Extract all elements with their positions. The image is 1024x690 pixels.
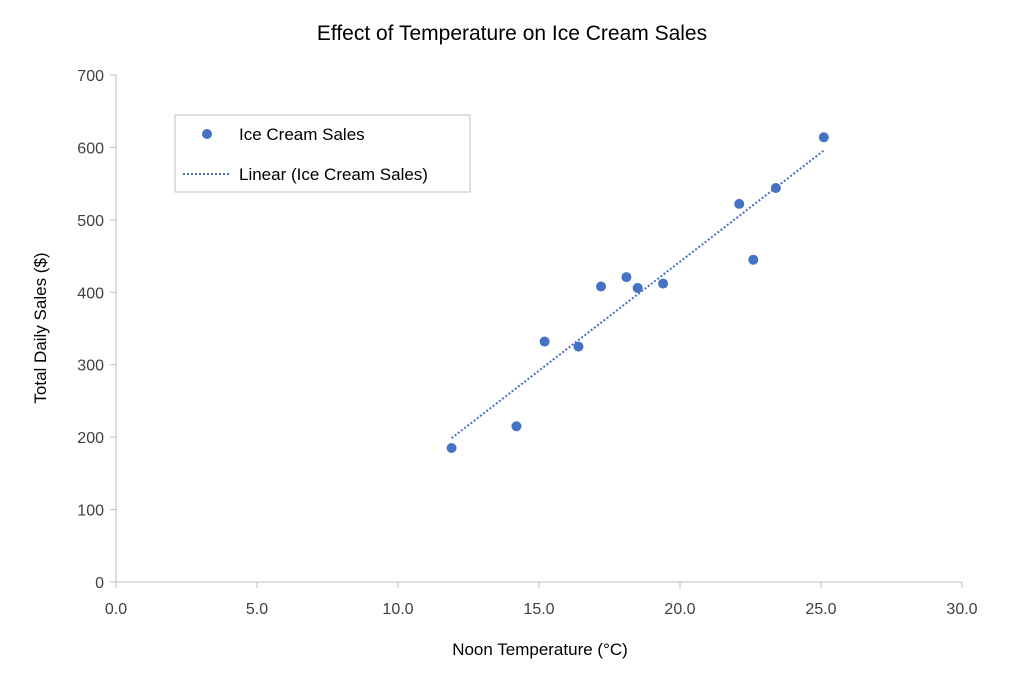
x-tick-label: 0.0 — [105, 601, 127, 618]
legend: Ice Cream Sales Linear (Ice Cream Sales) — [174, 114, 471, 193]
x-tick-label: 15.0 — [523, 601, 554, 618]
x-tick-label: 25.0 — [805, 601, 836, 618]
data-point — [539, 336, 550, 347]
data-point — [748, 254, 759, 265]
data-point — [621, 272, 632, 283]
y-tick-label: 200 — [77, 430, 104, 447]
x-tick-label: 10.0 — [382, 601, 413, 618]
y-tick-label: 400 — [77, 285, 104, 302]
data-point — [596, 281, 607, 292]
legend-label-trendline: Linear (Ice Cream Sales) — [239, 165, 428, 184]
y-axis-label: Total Daily Sales ($) — [31, 252, 50, 403]
legend-marker-ice-cream-sales — [202, 129, 212, 139]
y-tick-label: 100 — [77, 503, 104, 520]
x-tick-label: 30.0 — [946, 601, 977, 618]
data-point — [770, 182, 781, 193]
y-tick-label: 500 — [77, 213, 104, 230]
data-point — [446, 443, 457, 454]
trendline — [450, 149, 825, 439]
legend-box — [174, 114, 471, 193]
data-point — [573, 341, 584, 352]
y-tick-label: 700 — [77, 68, 104, 85]
y-tick-label: 0 — [95, 575, 104, 592]
y-tick-label: 300 — [77, 358, 104, 375]
data-point — [818, 132, 829, 143]
data-point — [658, 278, 669, 289]
data-point — [632, 282, 643, 293]
legend-label-ice-cream-sales: Ice Cream Sales — [239, 125, 365, 144]
chart-title: Effect of Temperature on Ice Cream Sales — [317, 22, 707, 45]
x-tick-label: 5.0 — [246, 601, 268, 618]
x-axis-label: Noon Temperature (°C) — [452, 640, 628, 659]
x-tick-label: 20.0 — [664, 601, 695, 618]
data-point — [734, 198, 745, 209]
y-tick-label: 600 — [77, 140, 104, 157]
data-point — [511, 421, 522, 432]
